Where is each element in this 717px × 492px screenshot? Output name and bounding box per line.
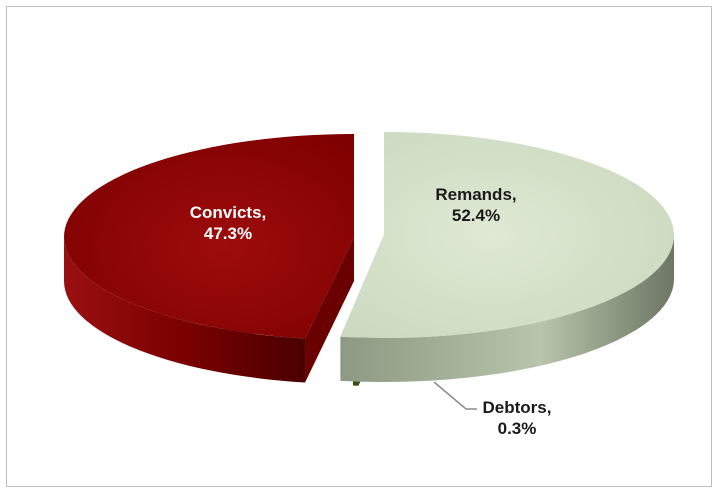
slice-top-remands (340, 132, 675, 338)
debtors-leader-line (433, 381, 477, 410)
slice-side-convicts (63, 237, 306, 383)
slices-layer (63, 132, 675, 386)
slice-remands (340, 132, 675, 382)
label-convicts: Convicts, 47.3% (190, 203, 267, 243)
label-remands: Remands, 52.4% (435, 185, 516, 225)
slice-side-remands (340, 235, 674, 382)
slice-wall-convicts-0 (305, 237, 354, 383)
slice-convicts (63, 133, 354, 383)
labels-layer: Remands, 52.4% Convicts, 47.3% Debtors, 0.3% (190, 185, 552, 438)
label-debtors: Debtors, 0.3% (483, 398, 552, 438)
slice-top-convicts (63, 133, 354, 339)
